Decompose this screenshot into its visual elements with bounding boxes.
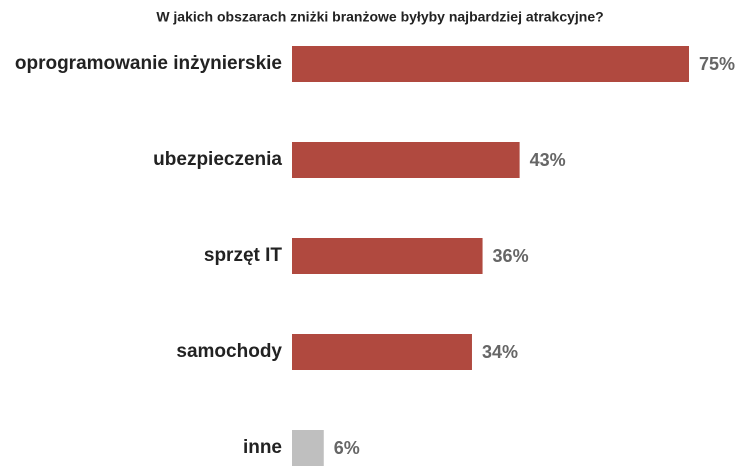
value-label: 34% <box>482 342 518 362</box>
bar <box>292 430 324 466</box>
category-label: samochody <box>176 341 282 362</box>
chart-title: W jakich obszarach zniżki branżowe byłyb… <box>156 9 603 25</box>
category-label: sprzęt IT <box>204 245 283 266</box>
value-label: 6% <box>334 438 360 458</box>
bar <box>292 46 689 82</box>
category-label: inne <box>243 437 282 458</box>
value-label: 43% <box>530 150 566 170</box>
value-label: 75% <box>699 54 735 74</box>
bar <box>292 142 520 178</box>
bar <box>292 238 483 274</box>
value-label: 36% <box>493 246 529 266</box>
category-label: oprogramowanie inżynierskie <box>15 53 282 74</box>
category-label: ubezpieczenia <box>153 149 282 170</box>
bar <box>292 334 472 370</box>
